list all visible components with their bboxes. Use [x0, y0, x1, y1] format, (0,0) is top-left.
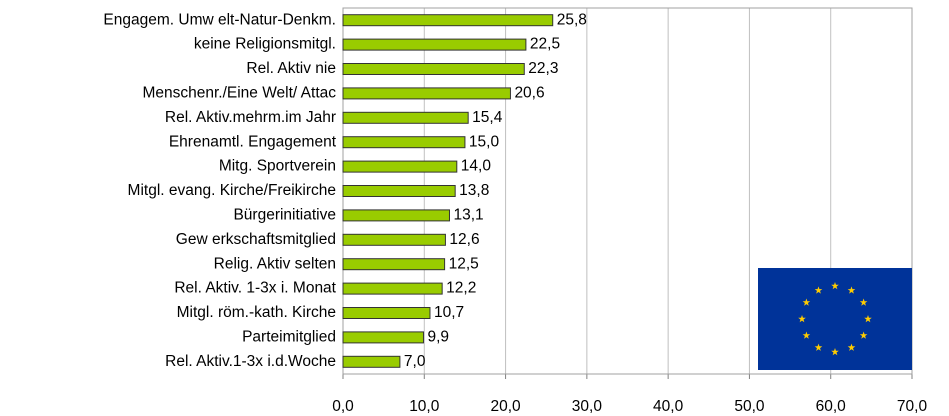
bar — [342, 209, 450, 222]
x-tick-label: 20,0 — [490, 398, 521, 415]
data-label: 12,6 — [449, 231, 479, 248]
data-label: 13,8 — [459, 182, 489, 199]
bar — [342, 331, 424, 344]
data-label: 7,0 — [404, 353, 426, 370]
bar — [342, 258, 446, 271]
bar — [342, 136, 466, 149]
bar — [342, 87, 511, 100]
data-label: 14,0 — [461, 158, 492, 175]
data-label: 20,6 — [514, 84, 544, 101]
y-tick-label: Rel. Aktiv. 1-3x i. Monat — [174, 280, 336, 297]
x-tick-label: 0,0 — [332, 398, 354, 415]
x-tick-label: 40,0 — [653, 398, 684, 415]
bar — [342, 307, 431, 319]
data-label: 15,4 — [472, 109, 503, 126]
x-tick-label: 10,0 — [409, 398, 440, 415]
bar — [342, 160, 458, 173]
y-tick-label: Gew erkschaftsmitglied — [176, 231, 336, 248]
y-tick-label: Mitgl. röm.-kath. Kirche — [177, 304, 336, 321]
y-tick-label: keine Religionsmitgl. — [194, 36, 336, 53]
bar — [342, 282, 443, 295]
x-tick-label: 50,0 — [734, 398, 765, 415]
data-label: 22,3 — [528, 60, 558, 77]
y-tick-label: Rel. Aktiv.mehrm.im Jahr — [165, 109, 336, 126]
y-tick-label: Bürgerinitiative — [233, 206, 336, 223]
data-label: 22,5 — [530, 36, 560, 53]
bar — [342, 185, 456, 197]
x-tick-label: 30,0 — [572, 398, 603, 415]
x-tick-label: 60,0 — [816, 398, 847, 415]
y-tick-label: Parteimitglied — [242, 328, 336, 345]
y-tick-label: Relig. Aktiv selten — [214, 255, 336, 272]
bar — [342, 233, 446, 246]
bar — [342, 38, 527, 51]
bar — [342, 355, 401, 368]
eu-flag — [758, 268, 912, 370]
y-tick-label: Rel. Aktiv.1-3x i.d.Woche — [165, 353, 336, 370]
y-tick-label: Mitgl. evang. Kirche/Freikirche — [128, 182, 336, 199]
data-label: 12,5 — [449, 255, 479, 272]
y-tick-label: Engagem. Umw elt-Natur-Denkm. — [103, 11, 336, 28]
x-tick-label: 70,0 — [897, 398, 928, 415]
y-tick-label: Rel. Aktiv nie — [246, 60, 336, 77]
y-tick-label: Mitg. Sportverein — [219, 158, 336, 175]
data-label: 25,8 — [557, 11, 587, 28]
bar — [342, 14, 554, 27]
data-label: 10,7 — [434, 304, 464, 321]
y-tick-label: Ehrenamtl. Engagement — [169, 133, 337, 150]
bar — [342, 111, 469, 124]
bar — [342, 63, 525, 75]
data-label: 13,1 — [453, 206, 483, 223]
data-label: 12,2 — [446, 280, 476, 297]
data-label: 15,0 — [469, 133, 500, 150]
data-label: 9,9 — [427, 328, 449, 345]
y-tick-label: Menschenr./Eine Welt/ Attac — [142, 84, 336, 101]
